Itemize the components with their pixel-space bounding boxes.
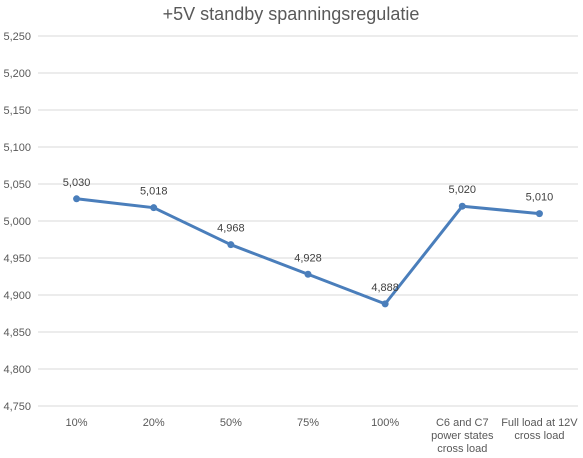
- x-axis-tick-labels: 10% 20% 50% 75% 100% C6 and C7 power states cro…: [66, 417, 579, 455]
- chart-title: +5V standby spanningsregulatie: [163, 4, 420, 24]
- x-tick-label: 50%: [220, 417, 242, 429]
- y-tick-label: 5,200: [3, 68, 31, 80]
- x-tick-label: 20%: [143, 417, 165, 429]
- data-point: [227, 241, 235, 249]
- data-label: 5,010: [526, 192, 554, 204]
- data-label: 5,020: [449, 184, 477, 196]
- data-labels: 5,030 5,018 4,968 4,928 4,888 5,020 5,010: [63, 177, 553, 294]
- y-tick-label: 4,800: [3, 364, 31, 376]
- y-tick-label: 5,100: [3, 142, 31, 154]
- data-point: [381, 300, 389, 308]
- y-axis-tick-labels: 4,750 4,800 4,850 4,900 4,950 5,000 5,050 5,100…: [3, 31, 31, 413]
- y-tick-label: 5,150: [3, 105, 31, 117]
- y-tick-label: 5,050: [3, 179, 31, 191]
- data-point: [458, 202, 466, 210]
- gridlines: [38, 35, 578, 407]
- x-tick-label: Full load at 12V cross load: [501, 417, 578, 442]
- x-tick-label: 10%: [66, 417, 88, 429]
- data-label: 5,030: [63, 177, 91, 189]
- x-tick-label: C6 and C7 power states cross load: [431, 417, 494, 455]
- y-tick-label: 4,750: [3, 401, 31, 413]
- y-tick-label: 4,900: [3, 290, 31, 302]
- y-tick-label: 5,250: [3, 31, 31, 43]
- x-tick-label: 100%: [371, 417, 399, 429]
- data-label: 4,928: [294, 252, 322, 264]
- data-point: [150, 204, 158, 212]
- y-tick-label: 4,950: [3, 253, 31, 265]
- data-point: [535, 210, 543, 218]
- data-label: 4,968: [217, 223, 245, 235]
- series-layer: [73, 195, 543, 308]
- x-tick-label: 75%: [297, 417, 319, 429]
- data-label: 4,888: [371, 282, 399, 294]
- data-label: 5,018: [140, 186, 168, 198]
- data-point: [304, 270, 312, 278]
- data-point: [73, 195, 81, 203]
- y-tick-label: 4,850: [3, 327, 31, 339]
- y-tick-label: 5,000: [3, 216, 31, 228]
